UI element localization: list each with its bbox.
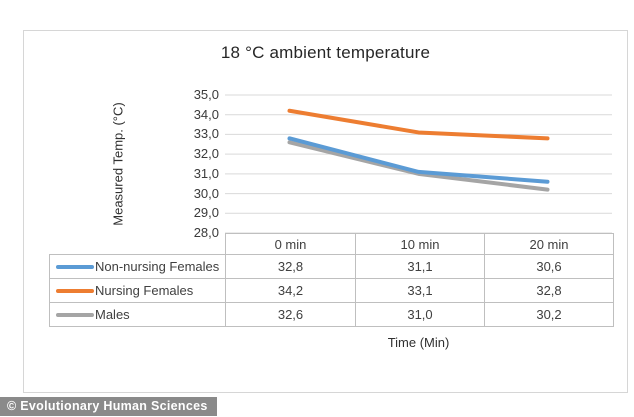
legend-cell: Non-nursing Females [49, 254, 226, 279]
series-line-nursing-females [287, 108, 550, 141]
chart-frame: 18 °C ambient temperature Measured Temp.… [23, 30, 628, 393]
y-axis-tick-label: 28,0 [193, 225, 219, 240]
chart-title: 18 °C ambient temperature [220, 43, 431, 62]
y-axis-tick-label: 30,0 [193, 185, 219, 201]
legend-label: Males [95, 307, 130, 322]
table-cell: 32,6 [225, 302, 356, 327]
y-axis-title: Measured Temp. (°C) [110, 102, 126, 226]
table-cell: 32,8 [225, 254, 356, 279]
legend-cell: Nursing Females [49, 278, 226, 303]
table-cell: 34,2 [225, 278, 356, 303]
legend-label: Non-nursing Females [95, 259, 220, 274]
data-table: 0 min 10 min 20 min Non-nursing Females … [49, 233, 614, 327]
legend-swatch-icon [56, 312, 94, 317]
table-corner-cell [49, 233, 226, 255]
y-axis-tick-label: 33,0 [193, 126, 219, 142]
y-axis-tick-label: 34,0 [193, 106, 219, 122]
y-axis-tick-label: 32,0 [193, 146, 219, 162]
table-row-nursing-females: Nursing Females 34,2 33,1 32,8 [49, 278, 614, 303]
legend-cell: Males [49, 302, 226, 327]
column-header-20min: 20 min [484, 233, 614, 255]
table-row-males: Males 32,6 31,0 30,2 [49, 302, 614, 327]
table-cell: 31,1 [355, 254, 485, 279]
legend-swatch-icon [56, 264, 94, 269]
y-axis-tick-label: 29,0 [193, 205, 219, 221]
legend-swatch-icon [56, 288, 94, 293]
table-row-non-nursing-females: Non-nursing Females 32,8 31,1 30,6 [49, 254, 614, 279]
x-axis-title: Time (Min) [387, 335, 450, 350]
series-line-non-nursing-females [287, 136, 550, 184]
table-cell: 30,2 [484, 302, 614, 327]
y-axis-tick-label: 31,0 [193, 165, 219, 181]
watermark-bar: © Evolutionary Human Sciences [0, 397, 217, 416]
plot-area [225, 94, 612, 234]
column-header-10min: 10 min [355, 233, 485, 255]
table-cell: 33,1 [355, 278, 485, 303]
column-header-0min: 0 min [225, 233, 356, 255]
table-cell: 30,6 [484, 254, 614, 279]
y-axis-tick-label: 35,0 [193, 87, 219, 102]
table-cell: 31,0 [355, 302, 485, 327]
table-cell: 32,8 [484, 278, 614, 303]
table-header-row: 0 min 10 min 20 min [49, 233, 614, 255]
legend-label: Nursing Females [95, 283, 194, 298]
